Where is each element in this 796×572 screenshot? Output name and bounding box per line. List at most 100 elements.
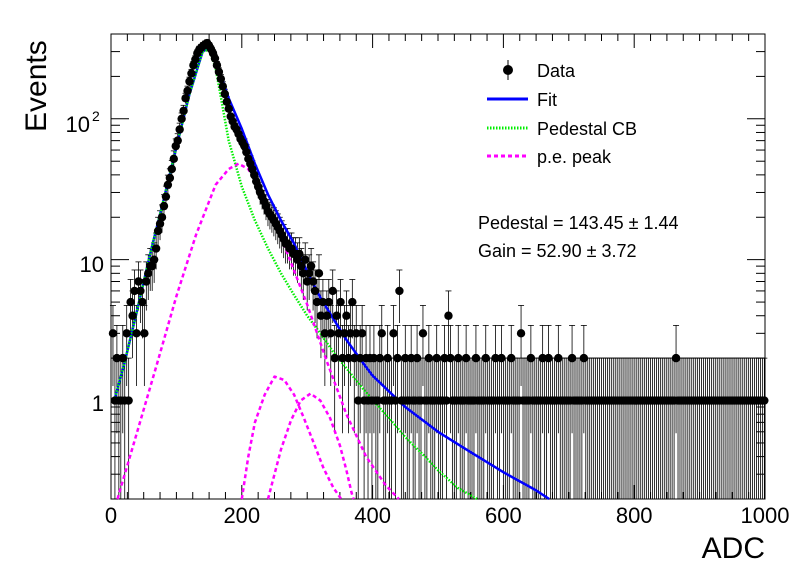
data-point	[124, 396, 133, 405]
data-point	[442, 396, 451, 405]
data-point	[308, 277, 318, 286]
data-point	[179, 106, 188, 115]
data-point	[318, 297, 328, 307]
data-point	[149, 255, 159, 264]
x-tick-label: 200	[223, 503, 260, 528]
data-point	[389, 329, 398, 338]
data-point	[165, 173, 175, 183]
data-point	[128, 311, 137, 320]
x-tick-label: 400	[354, 503, 391, 528]
data-point	[334, 329, 343, 338]
plot-frame	[110, 33, 766, 500]
data-point	[122, 329, 131, 338]
data-point	[491, 353, 500, 363]
data-point	[136, 286, 145, 296]
data-point	[497, 353, 506, 363]
data-point	[412, 353, 422, 363]
data-point	[357, 329, 367, 338]
data-point	[153, 226, 163, 236]
data-point	[338, 353, 347, 363]
data-point	[355, 353, 365, 363]
y-tick-label-1: 1	[92, 391, 104, 416]
data-point	[344, 353, 353, 363]
data-point	[303, 277, 312, 286]
data-point	[218, 82, 228, 91]
data-point	[326, 329, 335, 338]
data-point	[314, 269, 324, 278]
data-point	[554, 353, 563, 363]
data-point	[671, 353, 681, 363]
data-point	[350, 353, 359, 363]
data-point	[210, 54, 220, 63]
y-tick-labels: 1 10 10 2	[66, 108, 104, 416]
data-point	[224, 104, 233, 113]
data-point	[306, 261, 316, 271]
data-point	[369, 353, 379, 363]
data-point	[760, 396, 769, 405]
annotation-gain: Gain = 52.90 ± 3.72	[478, 241, 637, 261]
data-point	[250, 170, 259, 180]
data-point	[346, 329, 355, 338]
data-point	[312, 297, 322, 307]
data-point	[132, 329, 141, 338]
x-tick-label: 600	[485, 503, 522, 528]
data-point	[316, 311, 326, 320]
data-point	[108, 329, 118, 338]
data-point	[304, 269, 314, 278]
data-point	[354, 396, 363, 405]
data-point	[216, 74, 226, 84]
data-point	[173, 136, 182, 145]
data-point	[579, 353, 589, 363]
data-point	[516, 329, 526, 338]
data-point	[181, 94, 190, 103]
data-point	[299, 269, 308, 278]
data-point	[342, 311, 351, 320]
x-tick-label: 0	[105, 503, 117, 528]
data-point	[167, 164, 177, 174]
data-point	[140, 329, 149, 338]
data-point	[444, 311, 453, 320]
data-point	[461, 353, 471, 363]
data-point	[418, 329, 428, 338]
legend-data-marker	[503, 60, 513, 80]
data-point	[340, 329, 349, 338]
x-tick-label: 1000	[741, 503, 790, 528]
data-point	[401, 353, 410, 363]
data-point	[324, 297, 333, 307]
data-point	[295, 249, 304, 259]
data-point	[377, 329, 386, 338]
error-bars	[109, 39, 768, 499]
data-point	[393, 353, 402, 363]
data-point	[432, 353, 441, 363]
data-point	[159, 201, 169, 211]
x-tick-label: 800	[616, 503, 653, 528]
data-point	[163, 180, 173, 190]
legend-label-data: Data	[537, 61, 576, 81]
y-tick-label-100-exponent: 2	[92, 108, 100, 124]
data-point	[212, 61, 222, 70]
data-point	[301, 255, 310, 264]
data-point	[328, 286, 337, 296]
legend-label-pedestal: Pedestal CB	[537, 119, 637, 139]
data-point	[183, 86, 192, 96]
data-point	[112, 353, 122, 363]
data-point	[161, 192, 171, 201]
legend-label-fit: Fit	[537, 90, 557, 110]
data-point	[538, 353, 547, 363]
data-point	[144, 269, 153, 278]
data-point	[134, 277, 143, 286]
data-point	[185, 77, 194, 86]
data-point	[320, 329, 330, 338]
pe-peak-curve-3	[266, 392, 355, 500]
data-point	[336, 297, 345, 307]
x-tick-labels: 0 200 400 600 800 1000	[105, 503, 790, 528]
legend-label-pe-peak: p.e. peak	[537, 147, 612, 167]
data-point	[348, 297, 357, 307]
data-point	[177, 114, 186, 124]
data-point	[332, 311, 341, 320]
data-point	[471, 353, 481, 363]
data-point	[310, 286, 320, 296]
data-points	[108, 38, 769, 405]
y-tick-label-100: 10	[66, 112, 90, 137]
